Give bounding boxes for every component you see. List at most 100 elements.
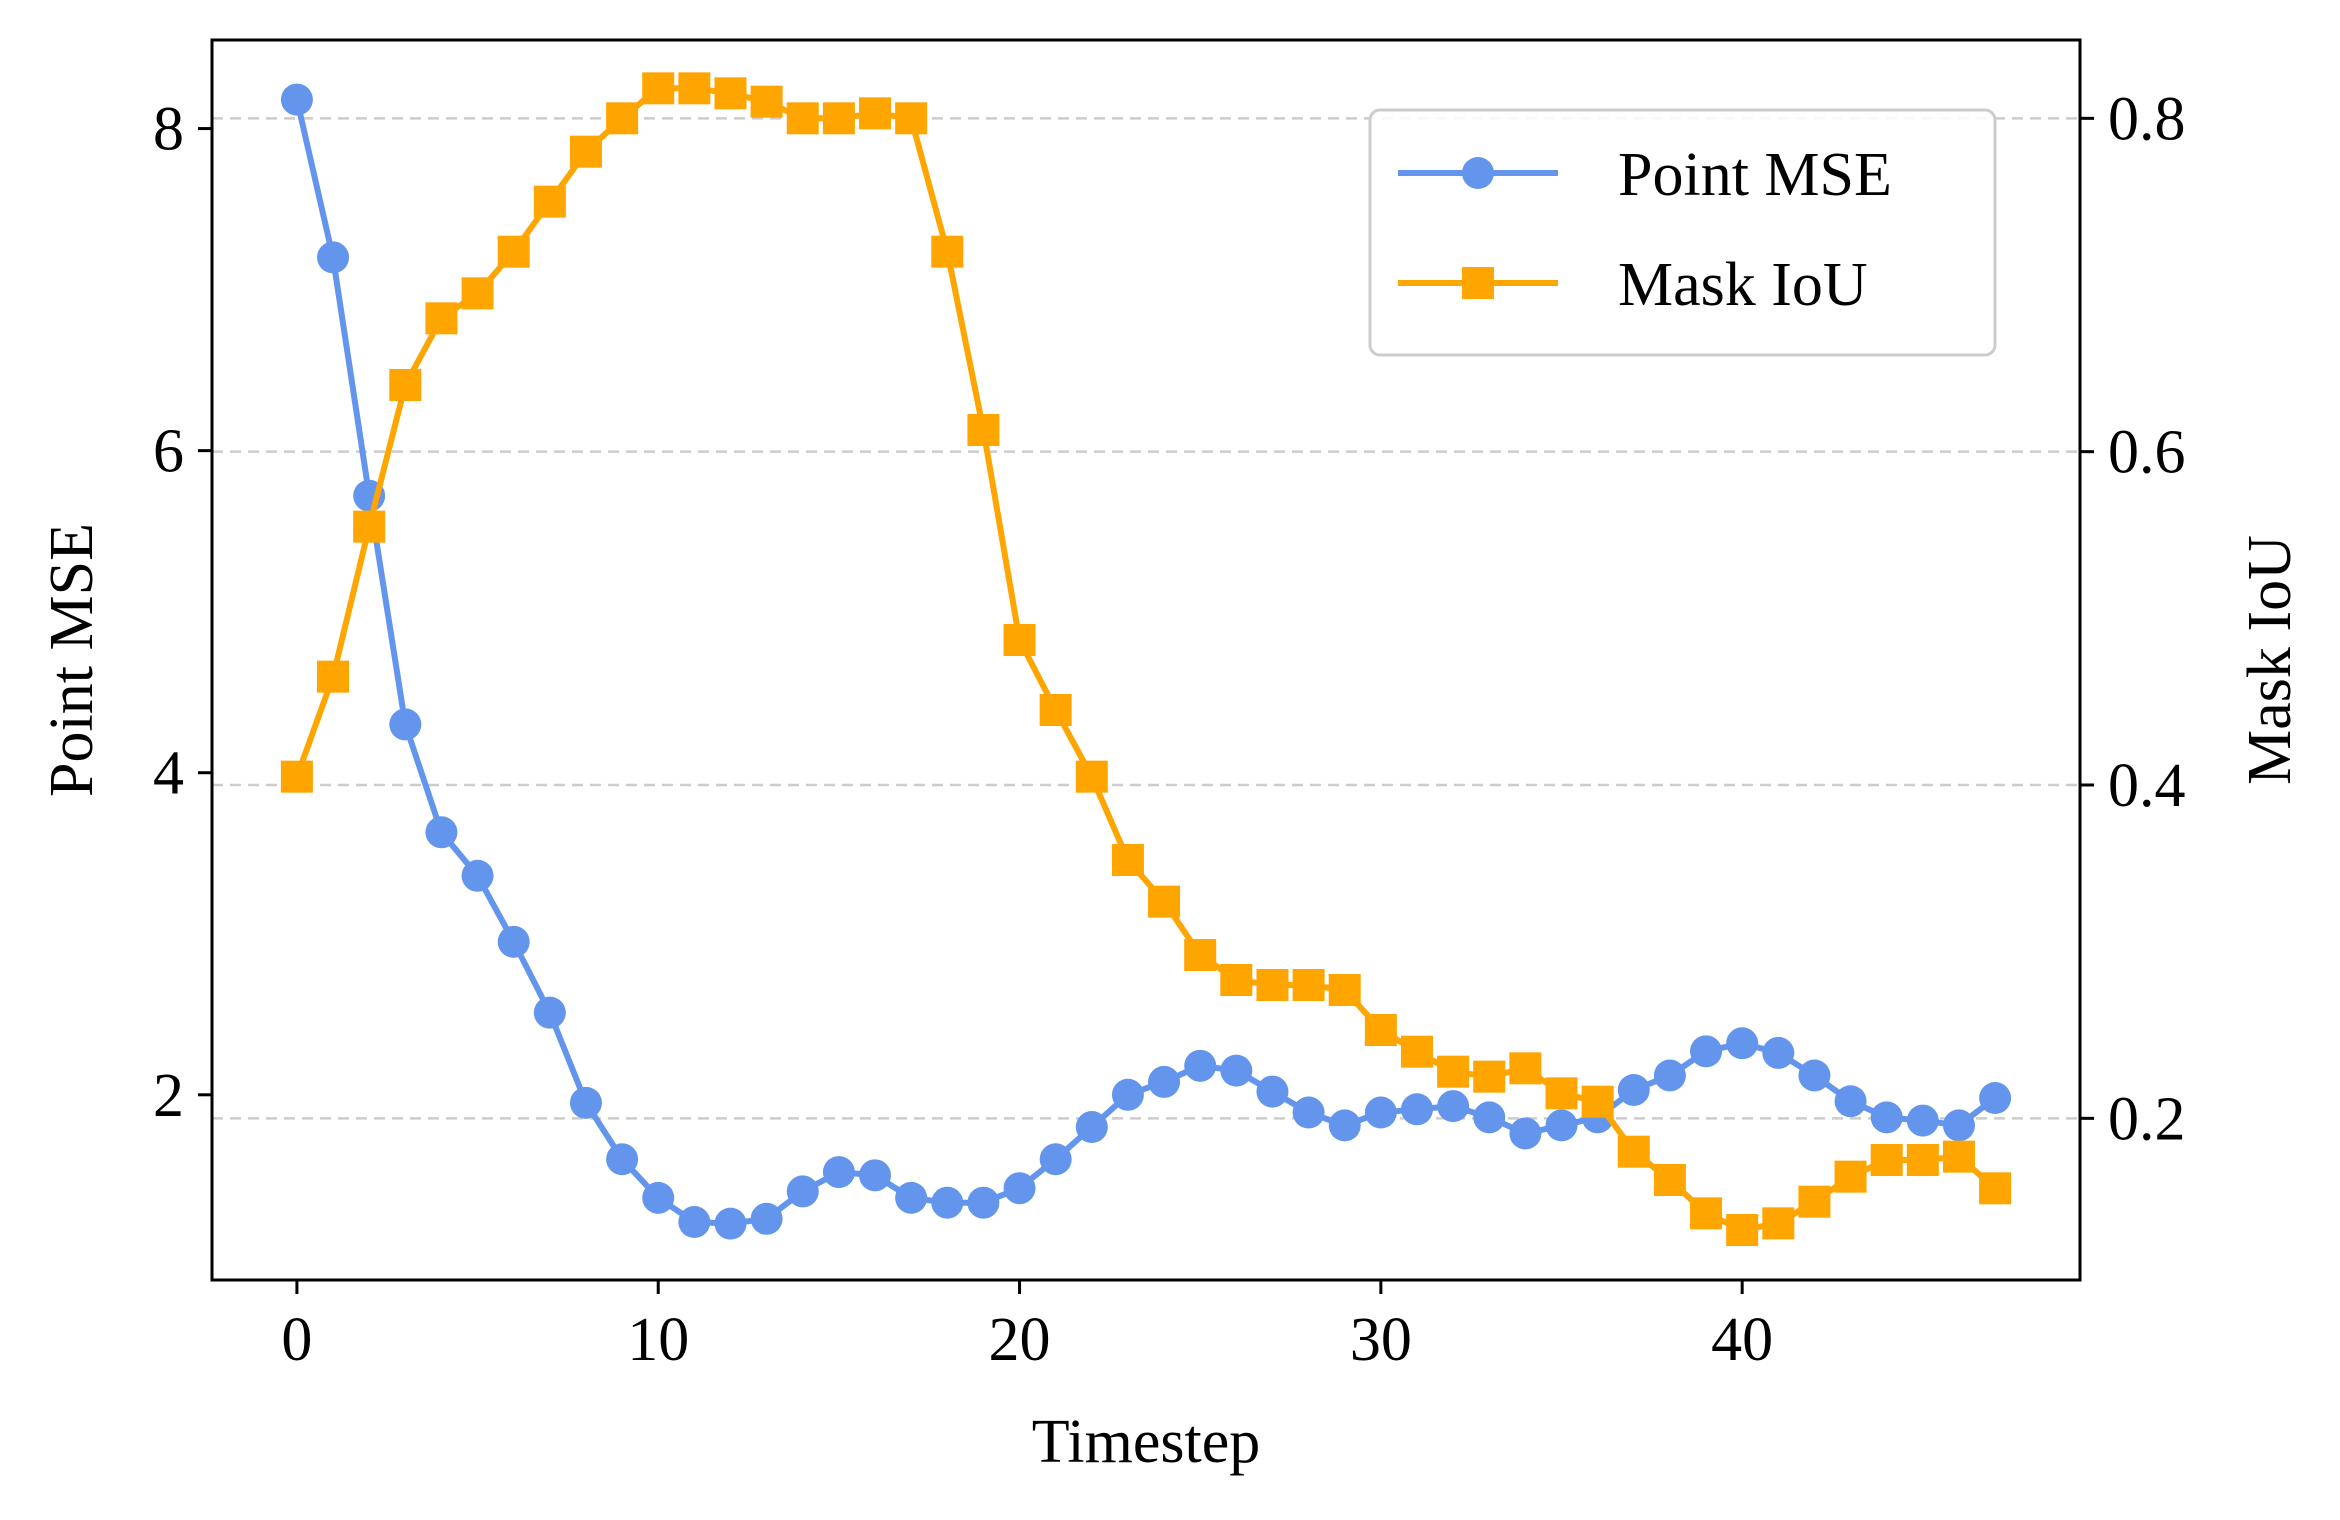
mask-iou-point-17	[895, 102, 928, 135]
right-y-tick-label-0: 0.2	[2108, 1085, 2186, 1153]
point-mse-point-11	[678, 1206, 711, 1239]
mask-iou-point-5	[461, 277, 494, 310]
point-mse-point-20	[1003, 1172, 1036, 1205]
mask-iou-point-12	[714, 77, 747, 110]
point-mse-point-6	[497, 925, 530, 958]
mask-iou-point-27	[1256, 969, 1289, 1001]
point-mse-point-21	[1039, 1143, 1072, 1176]
axes: 0 10 20 30 40 2 4 6 8 0.2 0.4 0.6 0.8	[153, 85, 2186, 1374]
mask-iou-point-15	[822, 102, 855, 135]
x-tick-label-4: 40	[1711, 1306, 1773, 1374]
point-mse-point-45	[1906, 1104, 1939, 1137]
mask-iou-point-33	[1473, 1060, 1506, 1093]
mask-iou-point-41	[1762, 1207, 1795, 1240]
mask-iou-point-11	[678, 72, 711, 105]
mask-iou-point-36	[1581, 1085, 1614, 1118]
series-layer	[280, 72, 2012, 1246]
point-mse-point-17	[895, 1181, 928, 1214]
left-y-tick-label-2: 6	[153, 418, 184, 486]
mask-iou-point-10	[642, 72, 675, 105]
point-mse-point-7	[533, 996, 566, 1029]
mask-iou-point-34	[1509, 1052, 1542, 1085]
mask-iou-point-29	[1328, 974, 1361, 1006]
mask-iou-point-0	[280, 760, 313, 793]
mask-iou-point-4	[425, 302, 458, 335]
point-mse-point-41	[1762, 1036, 1795, 1069]
left-y-tick-label-0: 2	[153, 1062, 184, 1130]
point-mse-point-10	[642, 1181, 675, 1214]
mask-iou-point-22	[1075, 760, 1108, 793]
point-mse-point-12	[714, 1207, 747, 1240]
mask-iou-point-19	[967, 414, 1000, 446]
right-y-tick-label-2: 0.6	[2108, 419, 2186, 487]
point-mse-point-34	[1509, 1117, 1542, 1150]
point-mse-point-1	[317, 241, 350, 274]
x-axis-label: Timestep	[1032, 1408, 1261, 1476]
mask-iou-point-38	[1653, 1164, 1686, 1196]
mask-iou-point-47	[1979, 1172, 2012, 1205]
left-y-tick-label-1: 4	[153, 740, 184, 808]
mask-iou-point-14	[786, 102, 819, 135]
point-mse-point-29	[1328, 1109, 1361, 1142]
mask-iou-point-30	[1364, 1014, 1397, 1046]
point-mse-point-47	[1979, 1082, 2012, 1115]
point-mse-point-25	[1184, 1049, 1217, 1082]
x-tick-label-1: 10	[627, 1306, 689, 1374]
legend-mask-iou-marker	[1462, 267, 1494, 299]
x-tick-label-2: 20	[989, 1306, 1051, 1374]
point-mse-point-32	[1437, 1090, 1470, 1123]
point-mse-point-33	[1473, 1101, 1506, 1134]
mask-iou-point-2	[353, 510, 386, 543]
mask-iou-point-31	[1400, 1035, 1433, 1068]
mask-iou-point-6	[497, 235, 530, 268]
point-mse-point-9	[606, 1143, 639, 1176]
point-mse-point-40	[1726, 1027, 1759, 1060]
point-mse-point-23	[1111, 1078, 1144, 1111]
point-mse-point-15	[822, 1156, 855, 1189]
point-mse-point-24	[1148, 1065, 1181, 1098]
mask-iou-point-46	[1942, 1140, 1975, 1173]
point-mse-point-38	[1653, 1059, 1686, 1092]
mask-iou-point-16	[859, 97, 892, 130]
point-mse-point-26	[1220, 1054, 1253, 1087]
mask-iou-point-13	[750, 85, 783, 118]
point-mse-point-5	[461, 859, 494, 892]
mask-iou-point-7	[533, 185, 566, 218]
mask-iou-point-40	[1726, 1214, 1759, 1246]
point-mse-point-35	[1545, 1109, 1578, 1142]
legend: Point MSE Mask IoU	[1368, 108, 1997, 357]
point-mse-point-46	[1942, 1109, 1975, 1142]
mask-iou-point-45	[1906, 1144, 1939, 1176]
mask-iou-point-43	[1834, 1160, 1867, 1193]
right-y-tick-label-1: 0.4	[2108, 752, 2186, 820]
mask-iou-point-37	[1617, 1135, 1650, 1168]
point-mse-point-28	[1292, 1096, 1325, 1129]
mask-iou-point-32	[1437, 1055, 1470, 1088]
mask-iou-point-42	[1798, 1185, 1831, 1218]
point-mse-point-30	[1364, 1096, 1397, 1129]
mask-iou-point-21	[1039, 694, 1072, 726]
mask-iou-point-18	[931, 235, 964, 268]
mask-iou-point-8	[569, 135, 602, 168]
mask-iou-point-39	[1690, 1197, 1723, 1230]
point-mse-point-14	[786, 1175, 819, 1208]
point-mse-point-0	[280, 83, 313, 116]
left-y-axis-label: Point MSE	[38, 523, 106, 797]
left-y-tick-label-3: 8	[153, 96, 184, 164]
point-mse-point-43	[1834, 1085, 1867, 1118]
mask-iou-point-44	[1870, 1144, 1903, 1176]
mask-iou-point-28	[1292, 969, 1325, 1001]
point-mse-point-3	[389, 708, 422, 741]
mask-iou-point-26	[1220, 964, 1253, 996]
legend-point-mse-marker	[1462, 157, 1494, 189]
point-mse-point-8	[569, 1086, 602, 1119]
point-mse-point-22	[1075, 1111, 1108, 1144]
x-tick-label-0: 0	[281, 1306, 312, 1374]
mask-iou-point-23	[1111, 844, 1144, 876]
mask-iou-point-25	[1184, 939, 1217, 971]
mask-iou-point-1	[317, 660, 350, 693]
point-mse-point-16	[859, 1159, 892, 1192]
point-mse-point-39	[1690, 1035, 1723, 1068]
